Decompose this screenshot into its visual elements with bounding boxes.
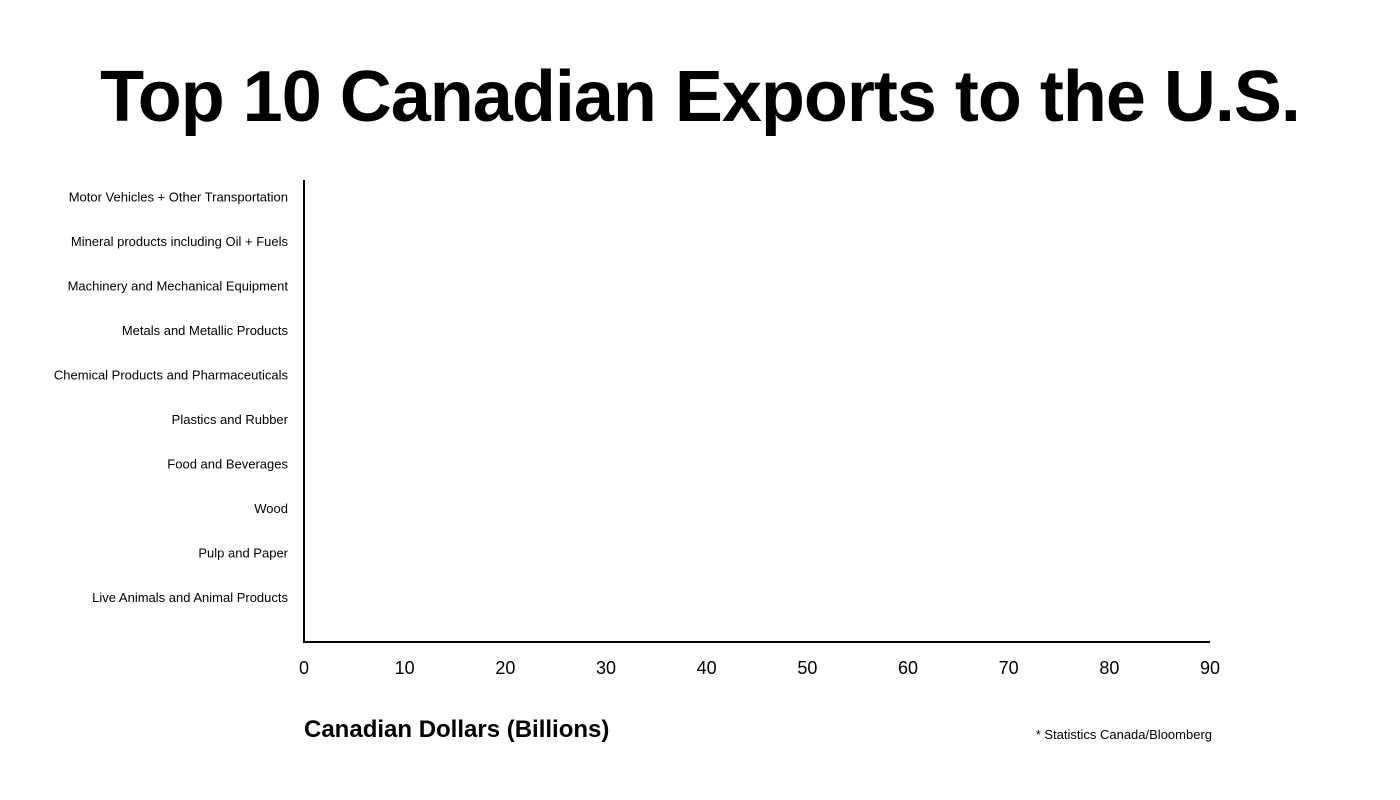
x-tick-label: 80 xyxy=(1099,658,1119,678)
category-label: Pulp and Paper xyxy=(198,545,288,560)
category-label: Chemical Products and Pharmaceuticals xyxy=(54,367,289,382)
category-label: Plastics and Rubber xyxy=(172,412,289,427)
chart-title: Top 10 Canadian Exports to the U.S. xyxy=(100,57,1301,137)
category-label: Live Animals and Animal Products xyxy=(92,590,288,605)
category-label: Metals and Metallic Products xyxy=(122,323,289,338)
x-tick-label: 90 xyxy=(1200,658,1220,678)
x-tick-label: 20 xyxy=(495,658,515,678)
category-label: Wood xyxy=(254,501,288,516)
category-label: Food and Beverages xyxy=(167,456,288,471)
x-tick-label: 10 xyxy=(395,658,415,678)
category-labels: Motor Vehicles + Other Transportation Min… xyxy=(54,189,289,605)
x-tick-label: 30 xyxy=(596,658,616,678)
x-tick-label: 40 xyxy=(697,658,717,678)
source-note: * Statistics Canada/Bloomberg xyxy=(1035,727,1212,742)
x-tick-label: 50 xyxy=(797,658,817,678)
category-label: Mineral products including Oil + Fuels xyxy=(71,234,289,249)
x-tick-labels: 0 10 20 30 40 50 60 70 80 90 xyxy=(299,658,1220,678)
x-tick-label: 60 xyxy=(898,658,918,678)
category-label: Motor Vehicles + Other Transportation xyxy=(69,189,288,204)
x-tick-label: 70 xyxy=(999,658,1019,678)
x-tick-label: 0 xyxy=(299,658,309,678)
category-label: Machinery and Mechanical Equipment xyxy=(68,278,289,293)
x-axis-title: Canadian Dollars (Billions) xyxy=(304,716,610,743)
